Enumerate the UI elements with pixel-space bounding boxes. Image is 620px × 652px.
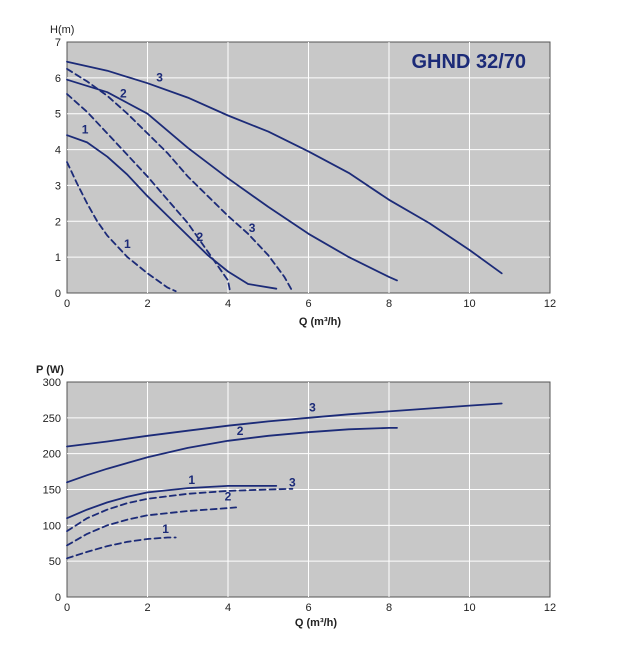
power-y-tick-label: 50	[49, 556, 61, 568]
power-y-tick-label: 250	[43, 413, 61, 425]
head-curve-label-2-solid: 2	[120, 87, 127, 101]
power-curve-label-2-solid: 2	[237, 424, 244, 438]
head-curve-2-solid	[66, 78, 398, 282]
head-curve-label-2-dashed: 2	[196, 230, 203, 244]
head-y-tick-label: 6	[55, 73, 61, 85]
power-y-tick-label: 0	[55, 592, 61, 604]
power-y-tick-label: 300	[43, 377, 61, 389]
power-curve-1-solid	[66, 484, 278, 520]
head-x-tick-label: 2	[144, 298, 150, 310]
head-curve-3-dashed	[66, 68, 294, 293]
power-curve-label-3-solid: 3	[309, 400, 316, 414]
power-y-tick-label: 150	[43, 485, 61, 497]
power-x-axis-label: Q (m³/h)	[295, 617, 337, 629]
power-y-tick-label: 100	[43, 520, 61, 532]
head-x-tick-label: 10	[463, 298, 475, 310]
head-x-tick-label: 6	[305, 298, 311, 310]
head-y-tick-label: 0	[55, 288, 61, 300]
head-curve-label-3-solid: 3	[156, 70, 163, 84]
head-x-tick-label: 4	[225, 298, 231, 310]
head-y-ticks: 0 1 2 3 4 5 6 7	[55, 37, 61, 300]
head-y-tick-label: 4	[55, 145, 61, 157]
power-curve-label-3-dashed: 3	[289, 476, 296, 490]
power-x-tick-label: 4	[225, 602, 231, 614]
power-curve-2-solid	[66, 426, 398, 484]
power-y-tick-label: 200	[43, 449, 61, 461]
power-x-ticks: 0 2 4 6 8 10 12	[64, 602, 556, 614]
head-curve-2-dashed	[66, 93, 231, 293]
power-curve-2-dashed	[66, 506, 238, 547]
head-x-ticks: 0 2 4 6 8 10 12	[64, 298, 556, 310]
head-series-labels: 3 2 1 3 2 1	[82, 70, 256, 251]
head-curve-1-dashed	[66, 161, 177, 293]
head-x-tick-label: 12	[544, 298, 556, 310]
head-x-tick-label: 8	[386, 298, 392, 310]
head-y-axis-label: H(m)	[50, 24, 74, 36]
head-curves	[66, 60, 503, 293]
power-curves	[66, 402, 503, 560]
head-curve-1-solid	[66, 134, 278, 290]
power-y-axis-label: P (W)	[36, 364, 64, 376]
power-x-tick-label: 6	[305, 602, 311, 614]
head-y-tick-label: 2	[55, 216, 61, 228]
power-x-tick-label: 0	[64, 602, 70, 614]
power-x-tick-label: 12	[544, 602, 556, 614]
power-curve-label-1-solid: 1	[188, 473, 195, 487]
head-y-tick-label: 3	[55, 180, 61, 192]
power-curve-3-dashed	[66, 487, 294, 532]
head-y-tick-label: 1	[55, 252, 61, 264]
power-x-tick-label: 2	[144, 602, 150, 614]
power-curve-label-2-dashed: 2	[225, 489, 232, 503]
power-x-tick-label: 10	[463, 602, 475, 614]
head-curve-label-1-dashed: 1	[124, 237, 131, 251]
power-x-tick-label: 8	[386, 602, 392, 614]
head-curve-label-1-solid: 1	[82, 122, 89, 136]
head-x-axis-label: Q (m³/h)	[299, 316, 341, 328]
head-curve-3-solid	[66, 60, 503, 275]
head-y-tick-label: 7	[55, 37, 61, 49]
power-curve-label-1-dashed: 1	[162, 522, 169, 536]
head-curve-label-3-dashed: 3	[249, 221, 256, 235]
power-curve-3-solid	[66, 402, 503, 448]
head-x-tick-label: 0	[64, 298, 70, 310]
power-series-labels: 3 2 1 3 2 1	[162, 400, 316, 536]
chart-title: GHND 32/70	[412, 51, 527, 73]
power-y-ticks: 0 50 100 150 200 250 300	[43, 377, 61, 604]
power-curve-1-dashed	[66, 536, 177, 560]
power-chart: 3 2 1 3 2 1 0 2 4 6 8 10 12 0 50 100 150 200 250 300 P (W…	[36, 364, 556, 629]
head-y-tick-label: 5	[55, 109, 61, 121]
